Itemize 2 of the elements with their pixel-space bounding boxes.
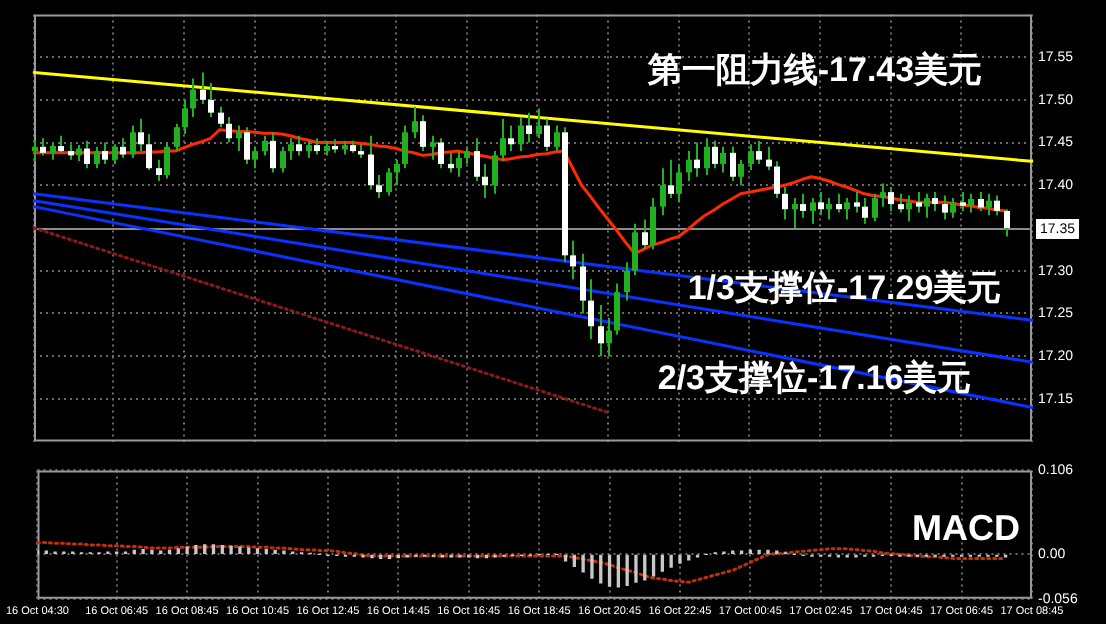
annotation: 第一阻力线-17.43美元 [645,51,983,90]
text: MACD [912,508,1020,549]
